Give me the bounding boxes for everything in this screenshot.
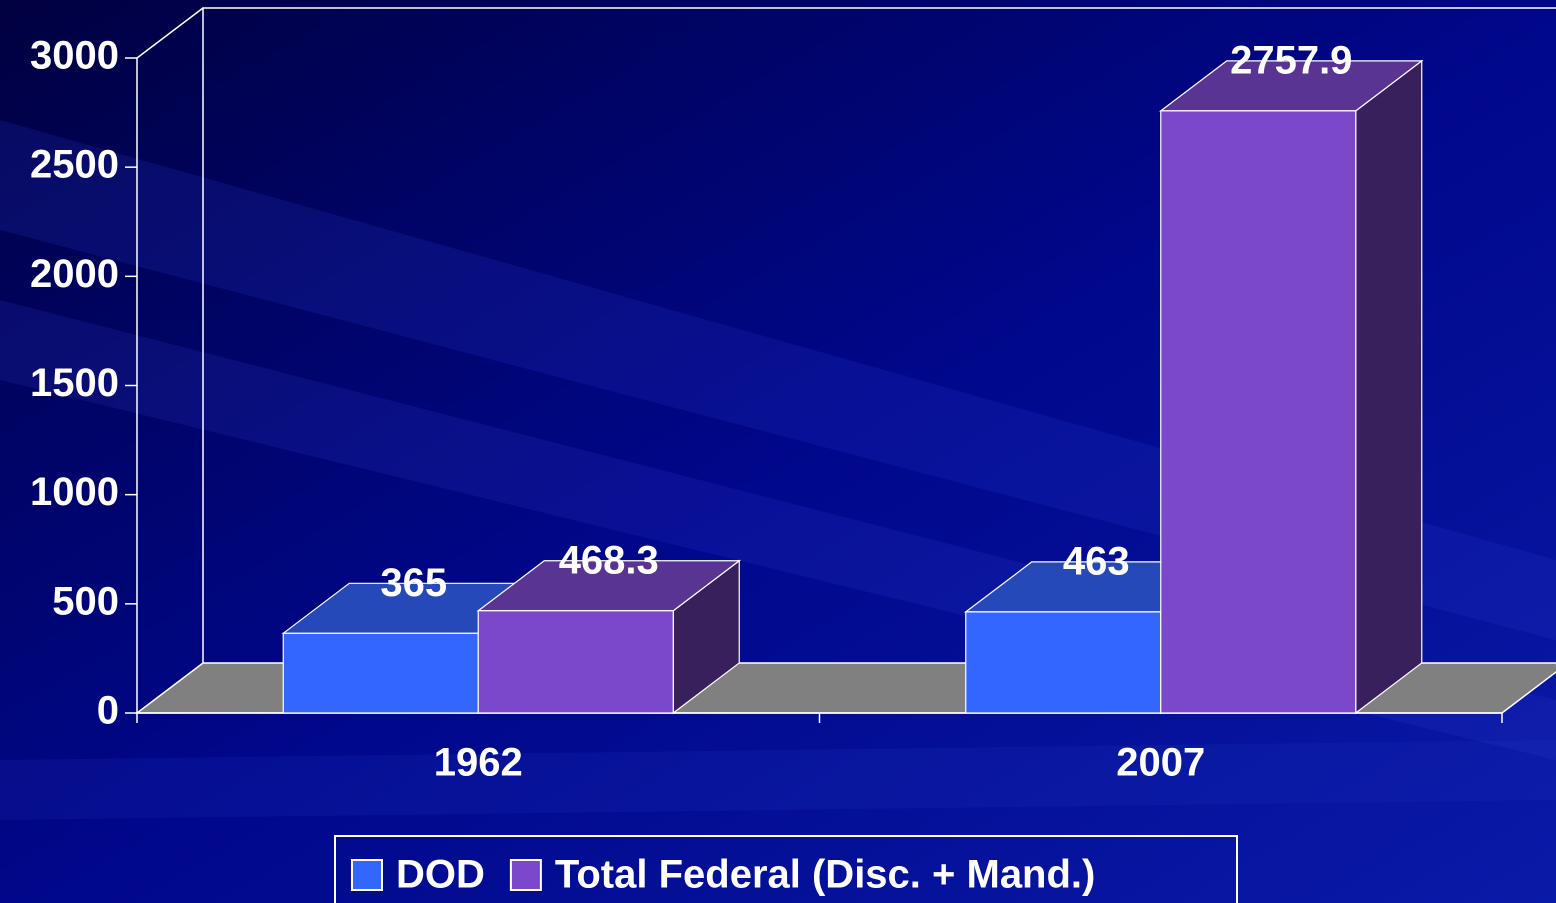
y-tick-label: 500	[52, 579, 119, 623]
streak	[0, 740, 1556, 820]
legend-swatch	[509, 859, 542, 891]
value-label: 463	[1063, 539, 1130, 583]
legend-label: DOD	[396, 853, 485, 897]
x-tick-label: 1962	[434, 741, 523, 785]
bar	[1160, 110, 1357, 714]
value-label: 468.3	[559, 538, 659, 582]
bar-side	[1355, 59, 1423, 715]
value-label: 2757.9	[1230, 38, 1352, 82]
y-tick-label: 1500	[30, 361, 119, 405]
legend-label: Total Federal (Disc. + Mand.)	[555, 853, 1095, 897]
bar	[965, 611, 1162, 714]
y-tick-label: 3000	[30, 34, 119, 78]
y-tick-label: 0	[97, 689, 119, 733]
legend-swatch	[351, 859, 383, 891]
legend-box	[334, 835, 1238, 903]
x-tick-label: 2007	[1116, 741, 1205, 785]
plot: 0 500 1000 1500 2000 2500 3000 1962 365 468.3 2007…	[30, 7, 1556, 785]
value-label: 365	[380, 561, 447, 605]
bar	[477, 610, 674, 714]
y-tick-label: 1000	[30, 470, 119, 514]
bar	[282, 632, 479, 714]
wall-corner	[136, 7, 204, 59]
y-tick-label: 2500	[30, 143, 119, 187]
legend: DOD Total Federal (Disc. + Mand.)	[351, 853, 1095, 897]
y-tick-label: 2000	[30, 252, 119, 296]
